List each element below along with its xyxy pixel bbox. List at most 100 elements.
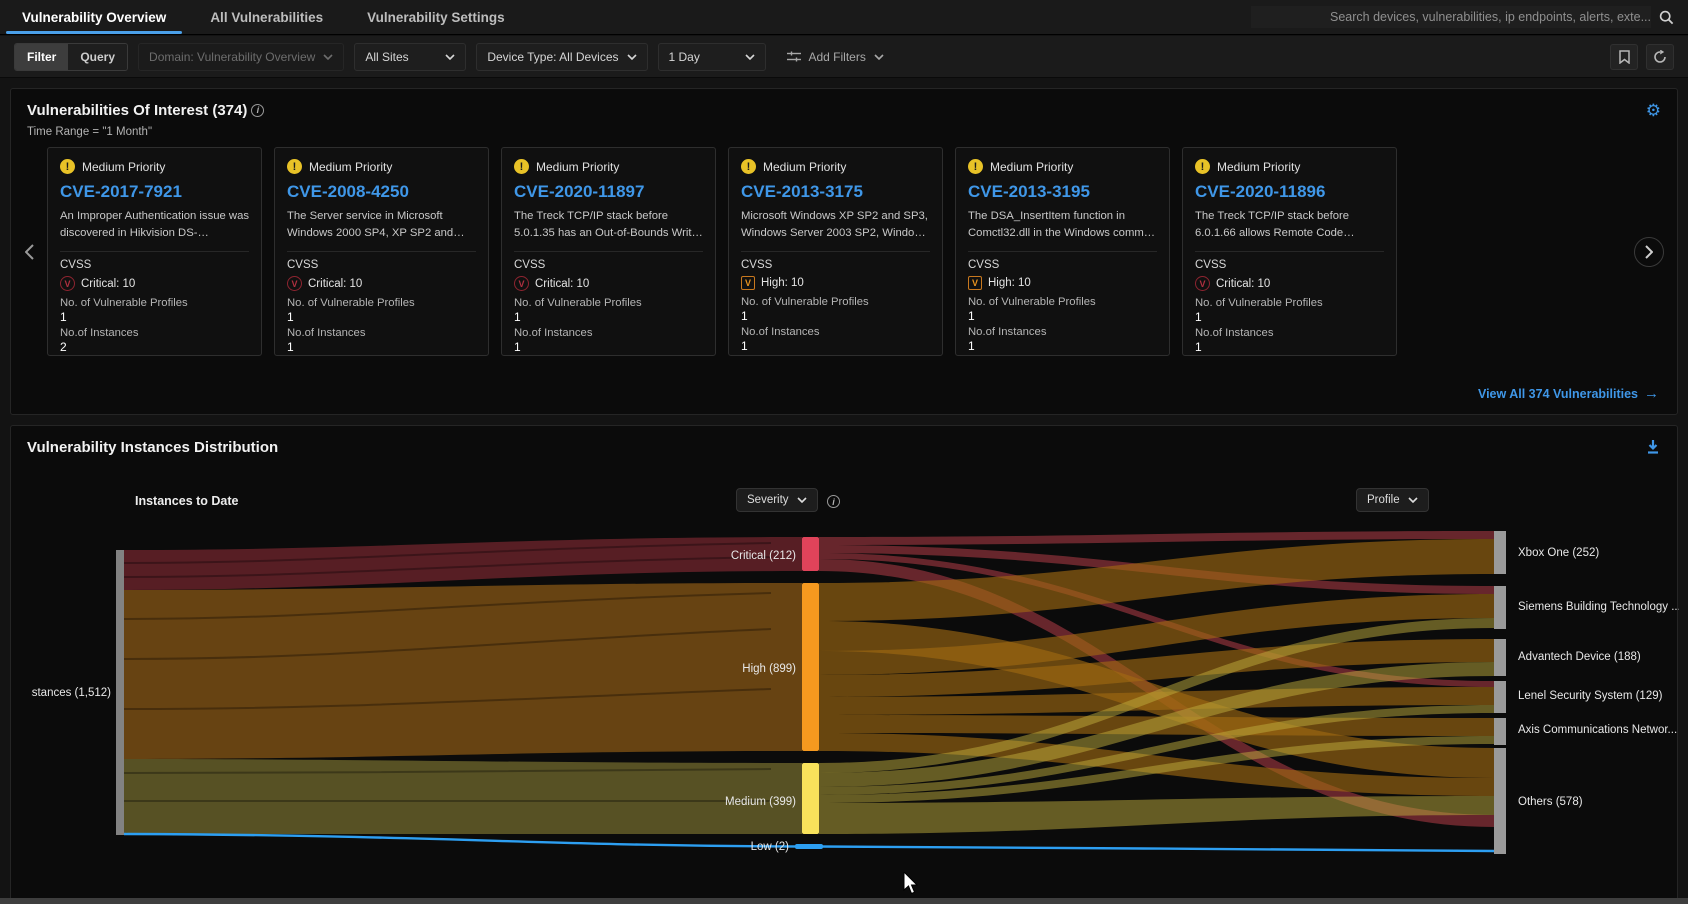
cve-link[interactable]: CVE-2020-11896 — [1195, 182, 1326, 201]
instances-value: 1 — [741, 339, 748, 353]
profiles-value: 1 — [60, 310, 67, 324]
carousel-prev-button[interactable] — [11, 243, 47, 260]
add-filters-label: Add Filters — [808, 49, 866, 64]
top-nav: Vulnerability Overview All Vulnerabiliti… — [0, 0, 1688, 35]
cve-card[interactable]: ! Medium Priority CVE-2017-7921 An Improp… — [47, 147, 262, 356]
cvss-critical-icon: V — [514, 276, 529, 291]
sankey-label-medium: Medium (399) — [725, 796, 796, 808]
cvss-severity-value: Critical: 10 — [535, 277, 590, 290]
cvss-label: CVSS — [741, 259, 773, 271]
sankey-node-critical[interactable] — [802, 537, 819, 571]
info-icon[interactable]: i — [827, 495, 840, 508]
severity-dropdown[interactable]: Severity — [736, 488, 818, 512]
global-search-input[interactable] — [1251, 6, 1651, 28]
profiles-value: 1 — [968, 309, 975, 323]
sites-dropdown[interactable]: All Sites — [354, 42, 467, 71]
query-mode-button[interactable]: Query — [68, 43, 128, 70]
voi-carousel: ! Medium Priority CVE-2017-7921 An Improp… — [11, 147, 1677, 356]
cve-card[interactable]: ! Medium Priority CVE-2013-3175 Microsoft… — [728, 147, 943, 356]
distribution-controls: Instances to Date Severity i Profile — [11, 488, 1677, 522]
info-icon[interactable]: i — [251, 103, 265, 117]
sankey-flows-right — [818, 531, 1495, 853]
chevron-down-icon — [796, 497, 807, 503]
sankey-label-others: Others (578) — [1518, 796, 1583, 808]
mouse-cursor — [903, 872, 919, 895]
cvss-severity-value: Critical: 10 — [81, 277, 136, 290]
cvss-label: CVSS — [287, 259, 319, 271]
instances-label: No.of Instances — [514, 327, 593, 339]
priority-warning-icon: ! — [741, 159, 756, 174]
chevron-down-icon — [626, 53, 637, 60]
priority-label: Medium Priority — [309, 159, 393, 174]
tab-vulnerability-overview[interactable]: Vulnerability Overview — [0, 0, 188, 34]
instances-value: 2 — [60, 340, 67, 354]
sankey-node-advantech[interactable] — [1494, 639, 1506, 676]
cve-description: The Treck TCP/IP stack before 5.0.1.35 h… — [514, 210, 698, 239]
priority-warning-icon: ! — [514, 159, 529, 174]
gear-icon[interactable]: ⚙ — [1645, 101, 1661, 120]
cve-description: The Server service in Microsoft Windows … — [287, 210, 454, 239]
sankey-node-axis[interactable] — [1494, 718, 1506, 745]
tab-vulnerability-settings[interactable]: Vulnerability Settings — [367, 9, 505, 25]
filter-query-toggle: Filter Query — [14, 42, 129, 71]
profile-dropdown[interactable]: Profile — [1356, 488, 1429, 512]
carousel-next-button[interactable] — [1621, 236, 1677, 267]
bookmark-button[interactable] — [1610, 43, 1638, 70]
device-type-dropdown-label: Device Type: All Devices — [487, 49, 619, 64]
cve-description: The DSA_InsertItem function in Comctl32.… — [968, 210, 1157, 239]
priority-label: Medium Priority — [82, 159, 166, 174]
cvss-severity-value: Critical: 10 — [308, 277, 363, 290]
cve-link[interactable]: CVE-2008-4250 — [287, 182, 409, 201]
sankey-node-lenel[interactable] — [1494, 681, 1506, 713]
cvss-label: CVSS — [1195, 259, 1227, 271]
download-icon[interactable] — [1645, 439, 1661, 455]
cvss-severity-value: Critical: 10 — [1216, 277, 1271, 290]
voi-card-list: ! Medium Priority CVE-2017-7921 An Improp… — [47, 147, 1621, 356]
sankey-node-siemens[interactable] — [1494, 586, 1506, 629]
reset-filters-button[interactable] — [1646, 43, 1674, 70]
vulnerabilities-of-interest-panel: Vulnerabilities Of Interest (374) i Time … — [10, 88, 1678, 415]
filter-bar: Filter Query Domain: Vulnerability Overv… — [0, 36, 1688, 78]
sankey-node-xbox-one[interactable] — [1494, 531, 1506, 574]
cvss-severity-value: High: 10 — [761, 277, 804, 289]
profiles-label: No. of Vulnerable Profiles — [1195, 297, 1323, 309]
sankey-label-high: High (899) — [742, 663, 796, 675]
search-icon[interactable] — [1659, 10, 1674, 25]
sankey-node-high[interactable] — [802, 583, 819, 751]
tab-all-vulnerabilities[interactable]: All Vulnerabilities — [210, 9, 324, 25]
cve-link[interactable]: CVE-2020-11897 — [514, 182, 645, 201]
time-range-dropdown-label: 1 Day — [668, 49, 700, 64]
cve-link[interactable]: CVE-2013-3175 — [741, 182, 863, 201]
cvss-severity-value: High: 10 — [988, 277, 1031, 289]
cvss-critical-icon: V — [1195, 276, 1210, 291]
horizontal-scrollbar[interactable] — [0, 898, 1688, 904]
profiles-value: 1 — [741, 309, 748, 323]
cve-card[interactable]: ! Medium Priority CVE-2020-11896 The Trec… — [1182, 147, 1397, 356]
sankey-flows-left — [123, 537, 803, 848]
cve-card[interactable]: ! Medium Priority CVE-2020-11897 The Trec… — [501, 147, 716, 356]
domain-dropdown-label: Domain: Vulnerability Overview — [149, 49, 316, 64]
cvss-label: CVSS — [60, 259, 92, 271]
sankey-label-low: Low (2) — [751, 841, 790, 853]
time-range-dropdown[interactable]: 1 Day — [657, 42, 766, 71]
sankey-node-others[interactable] — [1494, 748, 1506, 854]
severity-dropdown-label: Severity — [747, 494, 789, 506]
profiles-label: No. of Vulnerable Profiles — [287, 297, 415, 309]
instances-label: No.of Instances — [1195, 327, 1274, 339]
filter-mode-button[interactable]: Filter — [15, 43, 69, 70]
sankey-node-instances[interactable] — [116, 550, 124, 835]
cve-link[interactable]: CVE-2017-7921 — [60, 182, 182, 201]
bookmark-icon — [1618, 49, 1630, 64]
profiles-label: No. of Vulnerable Profiles — [741, 296, 869, 308]
view-all-vulnerabilities-link[interactable]: View All 374 Vulnerabilities → — [1478, 385, 1659, 402]
cvss-label: CVSS — [968, 259, 1000, 271]
cve-card[interactable]: ! Medium Priority CVE-2008-4250 The Serve… — [274, 147, 489, 356]
sankey-node-medium[interactable] — [802, 763, 819, 834]
domain-dropdown[interactable]: Domain: Vulnerability Overview — [138, 42, 345, 71]
cve-link[interactable]: CVE-2013-3195 — [968, 182, 1090, 201]
device-type-dropdown[interactable]: Device Type: All Devices — [476, 42, 648, 71]
sankey-node-low[interactable] — [795, 844, 823, 849]
cve-card[interactable]: ! Medium Priority CVE-2013-3195 The DSA_I… — [955, 147, 1170, 356]
add-filters-dropdown[interactable]: Add Filters — [776, 43, 895, 71]
